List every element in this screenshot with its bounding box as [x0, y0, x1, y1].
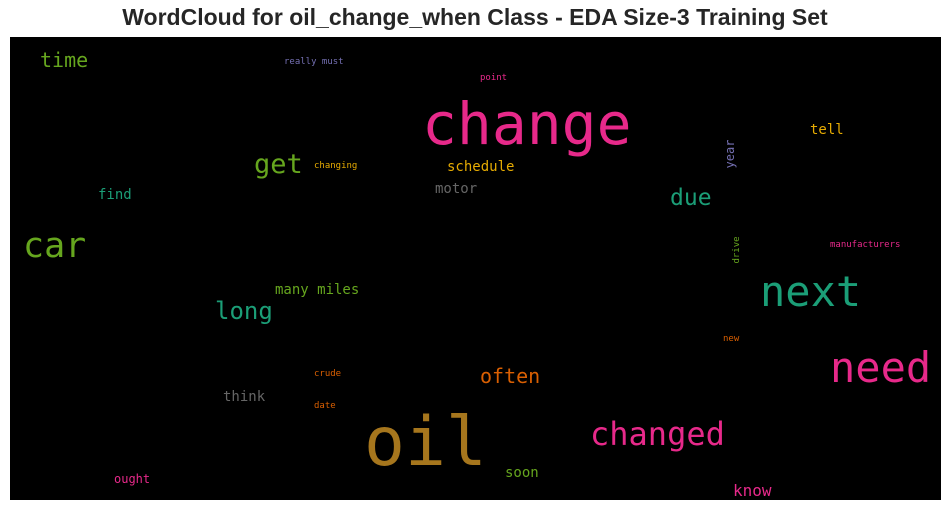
word-know: know [733, 481, 772, 500]
word-long: long [215, 297, 273, 325]
word-tell: tell [810, 122, 844, 138]
wordcloud-svg: change oil next need car changed get long due tim… [23, 48, 931, 500]
word-ought: ought [114, 472, 150, 486]
word-soon: soon [505, 465, 539, 481]
word-crude: crude [314, 369, 341, 379]
wordcloud-canvas: change oil next need car changed get long due tim… [10, 37, 941, 500]
word-oil: oil [364, 403, 487, 482]
word-change: change [422, 90, 632, 158]
word-changing: changing [314, 161, 357, 171]
word-often: often [480, 364, 540, 388]
word-find: find [98, 187, 132, 203]
chart-title: WordCloud for oil_change_when Class - ED… [122, 4, 828, 30]
word-point: point [480, 73, 507, 83]
word-motor: motor [435, 181, 477, 197]
word-drive: drive [732, 236, 742, 263]
word-think: think [223, 389, 266, 405]
word-date: date [314, 401, 336, 411]
word-many-miles: many miles [275, 282, 359, 298]
word-schedule: schedule [447, 159, 514, 175]
word-car: car [23, 226, 86, 266]
word-due: due [670, 185, 712, 211]
word-next: next [760, 267, 861, 316]
word-time: time [40, 48, 88, 72]
word-manufacturers: manufacturers [830, 240, 900, 250]
word-need: need [830, 343, 931, 392]
word-really-must: really must [284, 57, 344, 67]
word-changed: changed [590, 415, 725, 453]
word-year: year [723, 140, 737, 169]
word-get: get [254, 149, 303, 180]
word-new: new [723, 334, 740, 344]
